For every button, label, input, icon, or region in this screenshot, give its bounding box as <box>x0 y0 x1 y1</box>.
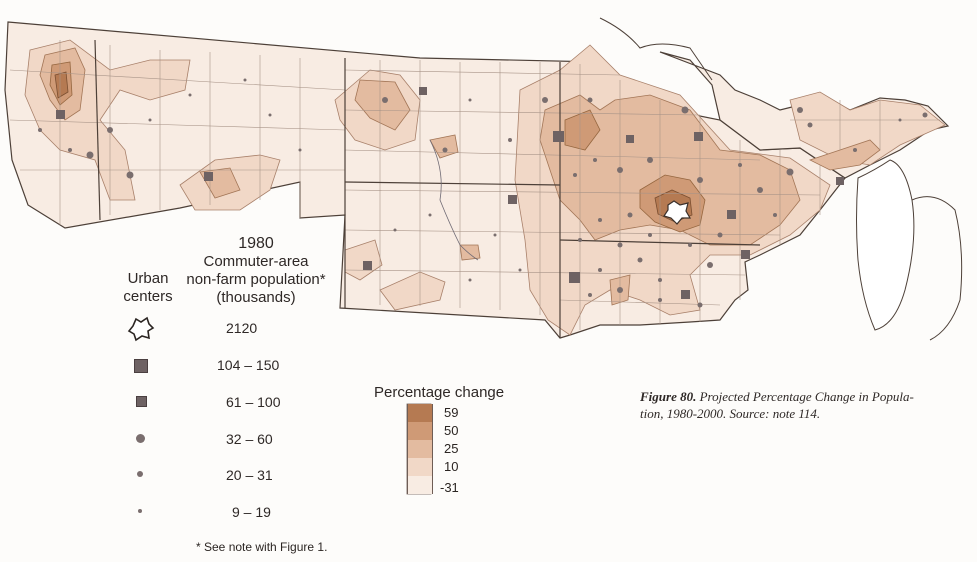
pop-class-label: 20 – 31 <box>226 467 273 483</box>
urban-center-marker <box>741 250 750 259</box>
change-break-label: 50 <box>444 423 459 438</box>
urban-center-marker <box>508 195 517 204</box>
lake-michigan <box>856 159 915 331</box>
population-header-line1: 1980 <box>238 235 274 252</box>
population-header-line3: non-farm population* <box>186 271 326 288</box>
large-square-icon <box>134 359 148 373</box>
pop-class-label: 104 – 150 <box>217 357 280 373</box>
river <box>429 139 479 261</box>
footnote: * See note with Figure 1. <box>196 540 328 554</box>
change-break-label: -31 <box>440 480 459 495</box>
medium-dot-icon <box>137 471 143 477</box>
urban-legend-title-line2: centers <box>123 288 173 305</box>
change-swatch-25 <box>407 440 433 458</box>
small-square-icon <box>136 396 147 407</box>
caption-line2: tion, 1980-2000. Source: note 114. <box>640 406 821 421</box>
change-swatch-min <box>407 476 433 494</box>
change-legend-title: Percentage change <box>374 384 505 401</box>
change-swatch-59 <box>407 404 433 422</box>
urban-center-marker <box>363 261 372 270</box>
figure-label: Figure 80. <box>640 389 697 404</box>
urban-center-marker <box>204 172 213 181</box>
pop-class-label: 32 – 60 <box>226 431 273 447</box>
lower-michigan-shore <box>911 196 963 341</box>
star-outline-icon <box>127 316 155 342</box>
change-break-label: 59 <box>444 405 459 420</box>
urban-center-star <box>663 200 692 225</box>
caption-line1: Projected Percentage Change in Popula- <box>699 389 914 404</box>
map-dots <box>38 78 928 308</box>
map-urban-centers <box>56 87 844 299</box>
urban-center-marker <box>836 177 844 185</box>
urban-legend-title: Urban centers <box>116 270 180 306</box>
small-dot-icon <box>138 509 142 513</box>
pop-class-label: 9 – 19 <box>232 504 271 520</box>
figure-caption: Figure 80. Projected Percentage Change i… <box>640 388 914 422</box>
change-break-label: 25 <box>444 441 459 456</box>
pop-class-label: 61 – 100 <box>226 394 281 410</box>
urban-center-marker <box>419 87 427 95</box>
urban-center-marker <box>626 135 634 143</box>
change-swatch-10 <box>407 458 433 476</box>
change-swatch-50 <box>407 422 433 440</box>
state-borders <box>94 39 761 338</box>
large-dot-icon <box>136 434 145 443</box>
lake-superior-shore <box>599 17 713 81</box>
urban-center-marker <box>569 272 580 283</box>
population-legend-header: 1980 Commuter-area non-farm population* … <box>186 235 326 307</box>
change-break-label: 10 <box>444 459 459 474</box>
urban-center-marker <box>681 290 690 299</box>
urban-legend-title-line1: Urban <box>127 270 169 287</box>
urban-center-marker <box>727 210 736 219</box>
urban-center-marker <box>694 132 703 141</box>
shading-25-50 <box>39 47 881 306</box>
urban-center-marker <box>56 110 65 119</box>
urban-center-marker <box>553 131 564 142</box>
population-header-line4: (thousands) <box>216 289 296 306</box>
population-header-line2: Commuter-area <box>203 253 309 270</box>
pop-class-label: 2120 <box>226 320 258 336</box>
